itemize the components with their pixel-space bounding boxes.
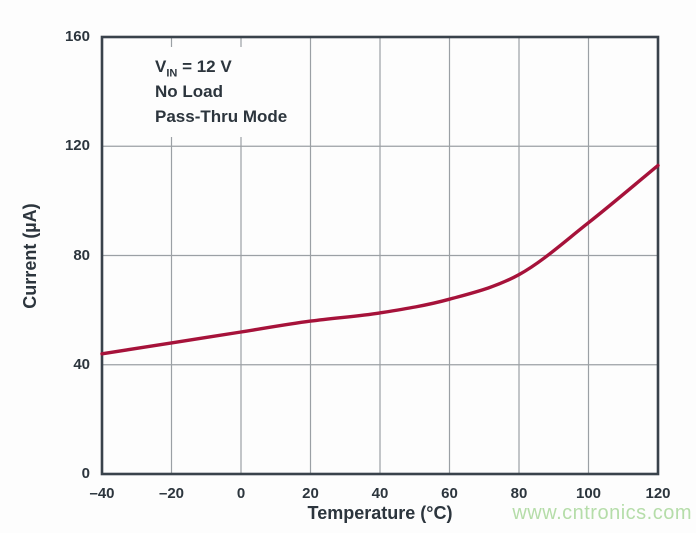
y-tick-label: 40 — [73, 355, 90, 373]
annotation-box: VIN = 12 V No Load Pass-Thru Mode — [140, 47, 303, 137]
plot-frame — [100, 35, 660, 476]
x-tick-label: 40 — [371, 485, 389, 502]
annotation-line-mode: Pass-Thru Mode — [155, 107, 288, 126]
annotation-vin-subscript: IN — [166, 67, 178, 80]
x-tick-label: 20 — [302, 485, 319, 502]
x-tick-label: 0 — [236, 485, 246, 502]
x-tick-label: 120 — [645, 485, 671, 502]
x-tick-label: –40 — [89, 485, 115, 502]
y-tick-label: 120 — [64, 137, 90, 155]
x-tick-label: 80 — [510, 485, 528, 502]
y-tick-label: 0 — [81, 465, 90, 482]
x-axis-title: Temperature (°C) — [307, 503, 453, 523]
x-tick-label: 60 — [441, 485, 458, 502]
annotation-line-vin: VIN = 12 V — [155, 54, 287, 79]
x-tick-label: 100 — [575, 485, 602, 502]
data-curve-quiescent-current — [100, 163, 660, 356]
annotation-vin-value: = 12 V — [177, 57, 232, 76]
annotation-vin-symbol: V — [155, 57, 167, 76]
y-tick-label: 80 — [73, 246, 90, 264]
x-tick-label: –20 — [158, 485, 185, 502]
y-tick-label: 160 — [64, 28, 90, 45]
watermark: www.cntronics.com — [512, 502, 692, 524]
y-axis-title: Current (µA) — [20, 203, 40, 309]
annotation-line-load: No Load — [155, 82, 223, 101]
